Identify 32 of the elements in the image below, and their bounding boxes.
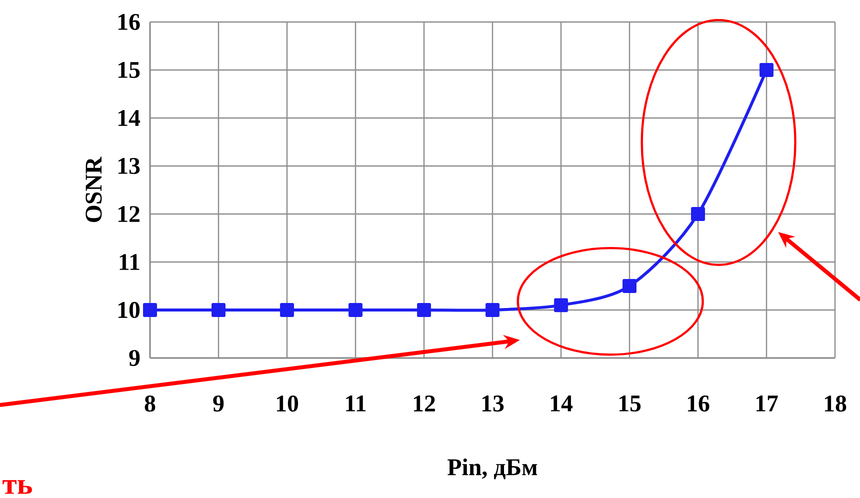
y-tick-label: 14 <box>118 110 140 126</box>
x-tick-label: 18 <box>824 396 846 412</box>
x-tick-label: 13 <box>482 396 504 412</box>
point <box>212 303 226 317</box>
y-tick-label: 9 <box>129 350 140 366</box>
point <box>348 303 362 317</box>
y-tick-label: 11 <box>120 254 140 270</box>
x-tick-label: 10 <box>276 396 298 412</box>
x-tick-label: 16 <box>688 396 710 412</box>
point <box>622 279 636 293</box>
text: ть <box>2 480 32 494</box>
x-tick-label: 11 <box>346 396 366 412</box>
y-tick-label: 10 <box>118 302 140 318</box>
y-axis-title: OSNR <box>86 156 102 222</box>
point <box>760 63 774 77</box>
x-tick-label: 14 <box>550 396 573 412</box>
y-tick-label: 15 <box>118 62 140 78</box>
x-tick-label: 8 <box>144 396 156 412</box>
y-tick-label: 12 <box>118 206 140 222</box>
point <box>280 303 294 317</box>
x-axis-title: Pin, дБм <box>448 458 538 480</box>
y-tick-label: 16 <box>118 14 140 30</box>
x-tick-label: 15 <box>619 396 641 412</box>
x-tick-label: 9 <box>213 396 224 412</box>
x-tick-label: 17 <box>756 396 778 412</box>
point <box>417 303 431 317</box>
x-tick-label: 12 <box>414 396 435 412</box>
point <box>554 298 568 312</box>
point <box>691 207 705 221</box>
point <box>143 303 157 317</box>
y-tick-label: 13 <box>118 158 140 174</box>
point <box>486 303 500 317</box>
